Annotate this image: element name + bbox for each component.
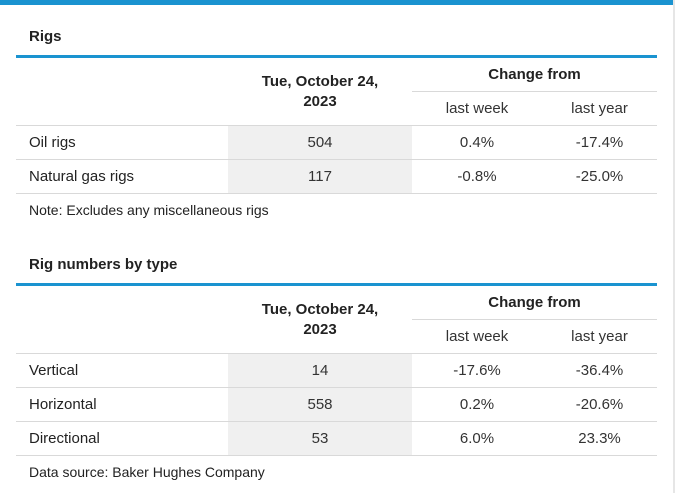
- row-year-change: 23.3%: [542, 421, 658, 456]
- row-current-value: 117: [228, 159, 412, 194]
- row-week-change: -17.6%: [412, 353, 542, 388]
- type-title-rule: [16, 283, 657, 286]
- row-year-change: -36.4%: [542, 353, 658, 388]
- type-date-header-text: Tue, October 24, 2023: [261, 300, 379, 338]
- row-week-change: -0.8%: [412, 159, 542, 194]
- row-label: Vertical: [16, 353, 228, 388]
- rigs-date-header: Tue, October 24, 2023: [228, 58, 412, 126]
- row-week-change: 0.2%: [412, 387, 542, 422]
- rigs-last-week-header: last week: [412, 91, 542, 126]
- row-year-change: -17.4%: [542, 125, 658, 160]
- rigs-table: Tue, October 24, 2023 Change from last w…: [16, 58, 658, 194]
- top-accent-bar: [0, 0, 675, 5]
- row-current-value: 558: [228, 387, 412, 422]
- rigs-header-blank: [16, 58, 228, 126]
- rigs-last-year-header: last year: [542, 91, 658, 126]
- type-change-from-header: Change from: [412, 286, 658, 320]
- row-current-value: 53: [228, 421, 412, 456]
- right-border: [673, 0, 675, 493]
- rigs-note: Note: Excludes any miscellaneous rigs: [29, 202, 269, 218]
- table-row: Horizontal 558 0.2% -20.6%: [16, 387, 658, 422]
- row-week-change: 0.4%: [412, 125, 542, 160]
- rigs-section: Rigs Tue, October 24, 2023 Change from l…: [16, 24, 658, 218]
- table-row: Natural gas rigs 117 -0.8% -25.0%: [16, 159, 658, 194]
- table-row: Vertical 14 -17.6% -36.4%: [16, 353, 658, 388]
- row-current-value: 14: [228, 353, 412, 388]
- row-label: Natural gas rigs: [16, 159, 228, 194]
- type-date-header: Tue, October 24, 2023: [228, 286, 412, 354]
- rigs-date-header-text: Tue, October 24, 2023: [261, 72, 379, 110]
- type-section: Rig numbers by type Tue, October 24, 202…: [16, 252, 658, 480]
- row-year-change: -20.6%: [542, 387, 658, 422]
- rigs-title-rule: [16, 55, 657, 58]
- type-last-week-header: last week: [412, 319, 542, 354]
- row-week-change: 6.0%: [412, 421, 542, 456]
- row-label: Directional: [16, 421, 228, 456]
- row-label: Horizontal: [16, 387, 228, 422]
- row-current-value: 504: [228, 125, 412, 160]
- type-header-blank: [16, 286, 228, 354]
- row-year-change: -25.0%: [542, 159, 658, 194]
- type-table: Tue, October 24, 2023 Change from last w…: [16, 286, 658, 456]
- table-row: Directional 53 6.0% 23.3%: [16, 421, 658, 456]
- type-last-year-header: last year: [542, 319, 658, 354]
- rigs-change-from-header: Change from: [412, 58, 658, 92]
- rigs-title: Rigs: [29, 28, 62, 45]
- row-label: Oil rigs: [16, 125, 228, 160]
- table-row: Oil rigs 504 0.4% -17.4%: [16, 125, 658, 160]
- type-note: Data source: Baker Hughes Company: [29, 464, 265, 480]
- type-title: Rig numbers by type: [29, 256, 178, 273]
